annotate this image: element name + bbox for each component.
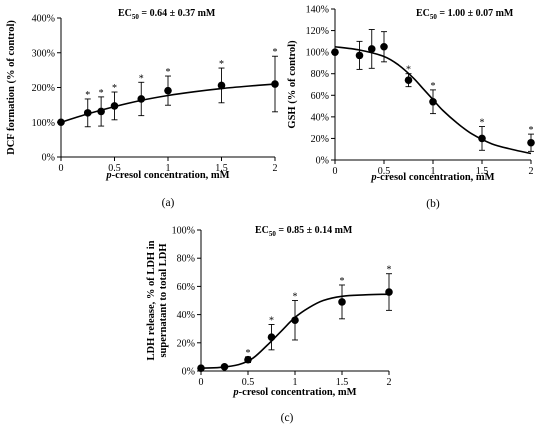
ec50-annotation: EC50 = 0.64 ± 0.37 mM bbox=[118, 8, 216, 21]
x-axis-label: p-cresol concentration, mM bbox=[370, 172, 494, 183]
data-point bbox=[367, 45, 376, 53]
data-point bbox=[267, 333, 276, 341]
data-point bbox=[220, 362, 229, 371]
data-point bbox=[57, 118, 65, 127]
data-point bbox=[164, 86, 172, 95]
y-tick-label: 200% bbox=[32, 83, 55, 94]
y-tick-label: 140% bbox=[306, 5, 329, 16]
data-point bbox=[478, 134, 486, 143]
data-point bbox=[404, 76, 413, 84]
x-tick-label: 0 bbox=[199, 377, 204, 388]
data-point bbox=[385, 288, 393, 296]
data-point bbox=[197, 364, 205, 372]
data-point bbox=[110, 102, 119, 110]
y-tick-label: 20% bbox=[177, 338, 195, 349]
data-point bbox=[429, 97, 437, 106]
chart-panel-1: 0% 100% 200% 300% 400% 0 0.5 1 1.5 2 * * * * * * * EC50 =… bbox=[6, 8, 279, 209]
ec50-annotation: EC50 = 0.85 ± 0.14 mM bbox=[255, 225, 353, 238]
y-tick-label: 0% bbox=[42, 153, 55, 164]
data-point bbox=[244, 355, 252, 364]
data-point bbox=[271, 80, 279, 88]
x-tick-label: 0.5 bbox=[242, 377, 255, 388]
y-tick-label: 40% bbox=[311, 112, 329, 123]
y-tick-label: 100% bbox=[172, 226, 195, 237]
x-tick-label: 2 bbox=[387, 377, 392, 388]
data-point bbox=[331, 48, 339, 56]
significance-marker: * bbox=[139, 73, 144, 84]
significance-marker: * bbox=[387, 265, 392, 276]
x-tick-label: 2 bbox=[273, 163, 278, 174]
significance-marker: * bbox=[85, 90, 90, 101]
y-tick-label: 0% bbox=[316, 156, 329, 167]
data-point bbox=[291, 316, 299, 325]
data-point bbox=[380, 42, 388, 51]
x-tick-label: 0 bbox=[59, 163, 64, 174]
chart-panel-3: 0% 20% 40% 60% 80% 100% 0 0.5 1 1.5 2 * * * * * EC50 = 0… bbox=[146, 225, 393, 424]
significance-marker: * bbox=[112, 83, 117, 94]
x-tick-label: 1.5 bbox=[215, 163, 228, 174]
y-tick-label: 60% bbox=[177, 282, 195, 293]
significance-marker: * bbox=[406, 65, 411, 76]
significance-marker: * bbox=[293, 292, 298, 303]
significance-marker: * bbox=[166, 67, 171, 78]
y-tick-label: 100% bbox=[306, 48, 329, 59]
y-axis-label: LDH release, % of LDH in bbox=[146, 240, 157, 360]
data-point bbox=[338, 298, 346, 306]
significance-marker: * bbox=[273, 47, 278, 58]
data-point bbox=[527, 138, 535, 147]
y-tick-label: 80% bbox=[177, 254, 195, 265]
data-point bbox=[137, 95, 146, 103]
x-axis-label: p-cresol concentration, mM bbox=[105, 170, 229, 181]
significance-marker: * bbox=[269, 315, 274, 326]
significance-marker: * bbox=[480, 118, 485, 129]
significance-marker: * bbox=[246, 348, 251, 359]
x-tick-label: 2 bbox=[529, 166, 534, 177]
data-point bbox=[217, 81, 226, 90]
y-tick-label: 300% bbox=[32, 48, 55, 59]
x-tick-label: 1 bbox=[166, 163, 171, 174]
y-tick-label: 400% bbox=[32, 14, 55, 25]
data-point bbox=[355, 51, 364, 60]
panel-label: (a) bbox=[162, 197, 175, 209]
x-tick-label: 0.5 bbox=[108, 163, 121, 174]
x-tick-label: 0.5 bbox=[378, 166, 391, 177]
y-tick-label: 40% bbox=[177, 310, 195, 321]
significance-marker: * bbox=[529, 125, 534, 136]
y-axis-label: DCF formation (% of control) bbox=[6, 20, 17, 155]
x-tick-label: 1 bbox=[293, 377, 298, 388]
significance-marker: * bbox=[99, 88, 104, 99]
data-point bbox=[83, 109, 92, 117]
x-tick-label: 1.5 bbox=[476, 166, 489, 177]
y-tick-label: 60% bbox=[311, 91, 329, 102]
y-tick-label: 100% bbox=[32, 118, 55, 129]
panel-label: (b) bbox=[426, 198, 440, 210]
y-axis-label: GSH (% of control) bbox=[287, 40, 298, 129]
x-tick-label: 1.5 bbox=[336, 377, 349, 388]
y-tick-label: 0% bbox=[182, 367, 195, 378]
y-tick-label: 20% bbox=[311, 134, 329, 145]
panel-label: (c) bbox=[281, 412, 294, 424]
significance-marker: * bbox=[219, 59, 224, 70]
y-tick-label: 80% bbox=[311, 69, 329, 80]
x-axis-label: p-cresol concentration, mM bbox=[232, 387, 356, 398]
x-tick-label: 1 bbox=[431, 166, 436, 177]
y-tick-label: 120% bbox=[306, 26, 329, 37]
chart-panel-2: 0% 20% 40% 60% 80% 100% 120% 140% 0 0.5 1 1.5 2 * * * * E… bbox=[287, 5, 535, 210]
significance-marker: * bbox=[340, 276, 345, 287]
x-tick-label: 0 bbox=[333, 166, 338, 177]
data-point bbox=[97, 107, 105, 116]
y-axis-label: supernatant to total LDH bbox=[158, 243, 169, 357]
significance-marker: * bbox=[431, 81, 436, 92]
ec50-annotation: EC50 = 1.00 ± 0.07 mM bbox=[416, 8, 514, 21]
fit-curve bbox=[200, 293, 390, 369]
